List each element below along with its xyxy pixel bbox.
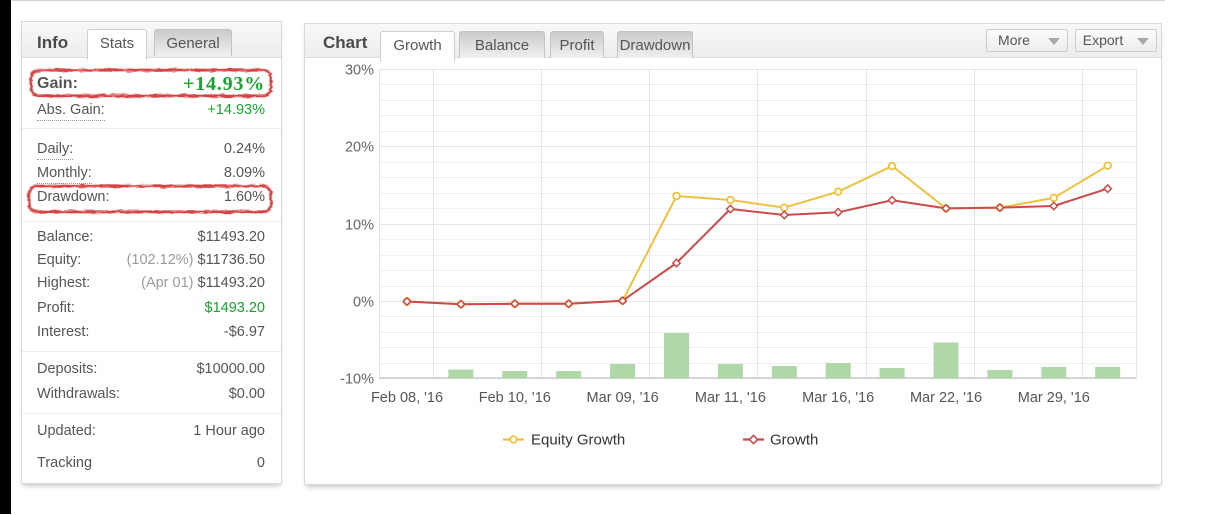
svg-text:0%: 0% bbox=[353, 295, 374, 311]
svg-text:Mar 11, '16: Mar 11, '16 bbox=[695, 390, 766, 406]
svg-text:Mar 22, '16: Mar 22, '16 bbox=[910, 390, 982, 406]
svg-text:Mar 29, '16: Mar 29, '16 bbox=[1018, 390, 1090, 406]
svg-text:30%: 30% bbox=[345, 63, 374, 79]
svg-text:Mar 16, '16: Mar 16, '16 bbox=[802, 390, 874, 406]
svg-text:Feb 10, '16: Feb 10, '16 bbox=[479, 390, 551, 406]
svg-text:Equity Growth: Equity Growth bbox=[531, 432, 625, 449]
svg-text:10%: 10% bbox=[345, 218, 374, 234]
svg-text:Mar 09, '16: Mar 09, '16 bbox=[587, 390, 659, 406]
svg-text:20%: 20% bbox=[345, 140, 374, 156]
svg-text:-10%: -10% bbox=[340, 372, 374, 388]
svg-text:Feb 08, '16: Feb 08, '16 bbox=[371, 390, 443, 406]
svg-text:Growth: Growth bbox=[770, 432, 818, 449]
